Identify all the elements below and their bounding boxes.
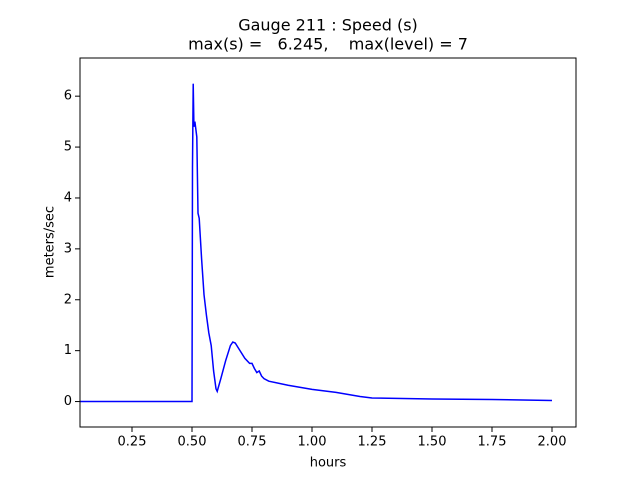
- x-tick-label: 0.75: [238, 435, 267, 450]
- x-tick-label: 1.00: [298, 435, 327, 450]
- x-tick-label: 1.75: [478, 435, 507, 450]
- y-tick-label: 3: [64, 241, 72, 256]
- chart-subtitle: max(s) = 6.245, max(level) = 7: [188, 35, 468, 54]
- x-tick-label: 1.50: [418, 435, 447, 450]
- x-axis-label: hours: [310, 456, 347, 471]
- plot-frame: [79, 57, 577, 428]
- y-tick-label: 4: [64, 190, 72, 205]
- y-tick-label: 6: [64, 89, 72, 104]
- y-tick-label: 1: [64, 343, 72, 358]
- x-tick-label: 0.50: [178, 435, 207, 450]
- x-tick-label: 1.25: [358, 435, 387, 450]
- y-axis-label: meters/sec: [43, 206, 58, 278]
- x-tick-label: 0.25: [118, 435, 147, 450]
- x-tick-label: 2.00: [538, 435, 567, 450]
- data-line: [80, 83, 553, 403]
- y-tick-label: 5: [64, 140, 72, 155]
- y-tick-label: 2: [64, 292, 72, 307]
- y-tick-label: 0: [64, 394, 72, 409]
- chart-title: Gauge 211 : Speed (s): [238, 16, 418, 35]
